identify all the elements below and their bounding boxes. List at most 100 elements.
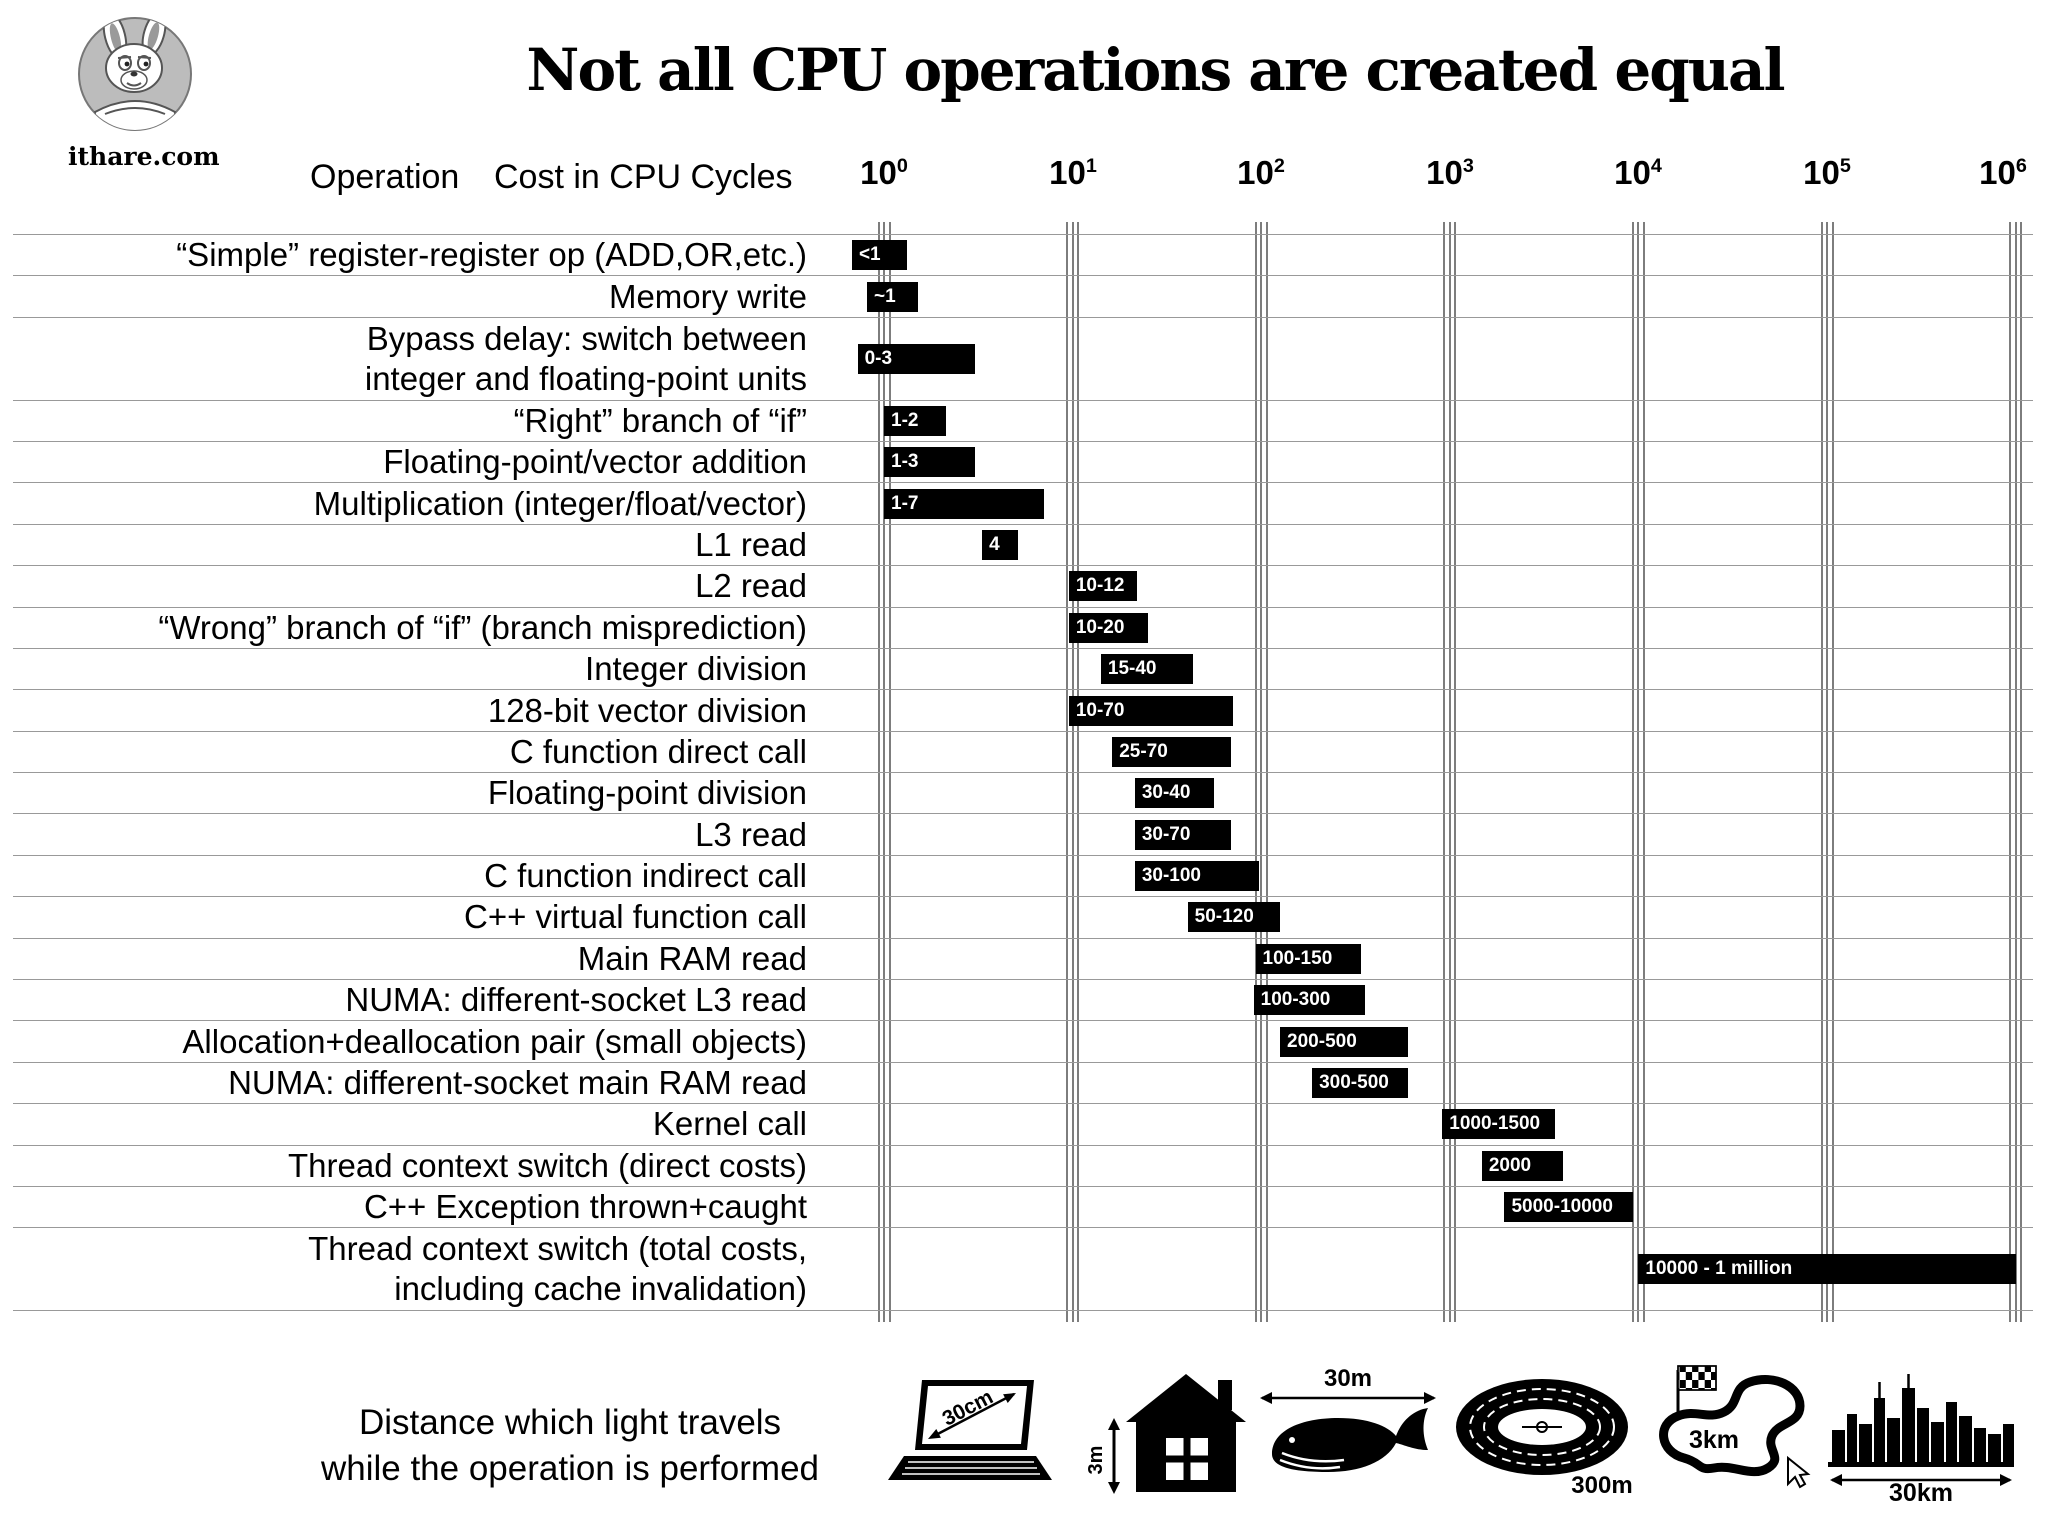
grid-line	[888, 222, 891, 1322]
grid-decade-lines	[877, 222, 891, 1322]
cost-bar: 100-300	[1253, 985, 1365, 1016]
rabbit-logo-icon	[78, 17, 192, 131]
whale-distance-label: 30m	[1324, 1368, 1372, 1392]
cost-bar: <1	[851, 240, 907, 271]
grid-line	[1265, 222, 1268, 1322]
race-track-distance-label: 3km	[1689, 1426, 1739, 1454]
row-label: “Right” branch of “if”	[513, 401, 807, 439]
cost-bar: 5000-10000	[1504, 1192, 1633, 1223]
cost-bar: 1-3	[884, 447, 975, 478]
grid-line	[1071, 222, 1074, 1322]
row-label: Main RAM read	[577, 939, 807, 977]
row-label: 128-bit vector division	[487, 691, 807, 729]
row-label: L1 read	[695, 525, 807, 563]
row-label: C function indirect call	[484, 857, 807, 895]
cost-bar: 25-70	[1112, 736, 1232, 767]
row-label: Thread context switch (total costs, inclu…	[308, 1230, 807, 1308]
cost-bar: 10-20	[1068, 612, 1149, 643]
grid-line	[1831, 222, 1834, 1322]
chart-row: NUMA: different-socket L3 read 100-300	[13, 979, 2033, 1020]
chart-row: L3 read 30-70	[13, 813, 2033, 854]
grid-line	[1820, 222, 1823, 1322]
grid-decade-lines	[1254, 222, 1268, 1322]
chart-row: C function indirect call 30-100	[13, 854, 2033, 896]
city-skyline-icon: 30km	[1828, 1374, 2014, 1507]
cost-bar: 200-500	[1280, 1026, 1409, 1057]
cost-bar: 10-70	[1068, 695, 1233, 726]
chart-row: “Right” branch of “if” 1-2	[13, 399, 2033, 441]
row-label: Bypass delay: switch between integer and …	[364, 319, 807, 397]
chart-row: NUMA: different-socket main RAM read 300-…	[13, 1061, 2033, 1103]
chart-row: Main RAM read 100-150	[13, 937, 2033, 979]
grid-decade-lines	[1443, 222, 1457, 1322]
scale-tick-label: 106	[1979, 154, 2027, 191]
grid-line	[2014, 222, 2017, 1322]
grid-line	[1637, 222, 1640, 1322]
chart-row: C++ Exception thrown+caught 5000-10000	[13, 1186, 2033, 1227]
city-distance-label: 30km	[1889, 1479, 1953, 1502]
cost-bar: 50-120	[1187, 902, 1281, 933]
site-logo: ithare.com	[68, 10, 220, 171]
grid-line	[1448, 222, 1451, 1322]
cost-bar: 10000 - 1 million	[1638, 1254, 2016, 1285]
row-label: Floating-point/vector addition	[383, 443, 807, 481]
chart-row: Bypass delay: switch between integer and …	[13, 316, 2033, 400]
site-name: ithare.com	[68, 142, 220, 171]
distance-caption-line2: while the operation is performed	[320, 1449, 820, 1488]
chart-row: Kernel call 1000-1500	[13, 1103, 2033, 1144]
grid-line	[1443, 222, 1446, 1322]
row-label: L2 read	[695, 567, 807, 605]
distance-item-stadium: 300m	[1452, 1375, 1637, 1502]
row-label: Memory write	[608, 277, 807, 315]
row-label: NUMA: different-socket L3 read	[345, 981, 807, 1019]
grid-line	[883, 222, 885, 1322]
chart-row: Thread context switch (total costs, inclu…	[13, 1227, 2033, 1310]
cost-bar: 2000	[1481, 1150, 1563, 1181]
chart-row: L2 read 10-12	[13, 565, 2033, 606]
cost-bar: 10-12	[1068, 571, 1137, 602]
grid-line	[1454, 222, 1457, 1322]
grid-line	[1826, 222, 1828, 1322]
operation-column-header: Operation	[310, 158, 460, 196]
chart-row: Floating-point/vector addition 1-3	[13, 440, 2033, 482]
laptop-icon: 30cm	[888, 1380, 1052, 1480]
distance-item-house: 3m	[1082, 1368, 1250, 1501]
row-label: C++ virtual function call	[463, 898, 807, 936]
chart-row: C function direct call 25-70	[13, 730, 2033, 772]
chart-row: “Wrong” branch of “if” (branch mispredic…	[13, 606, 2033, 648]
grid-decade-lines	[1066, 222, 1080, 1322]
cost-bar: 1000-1500	[1442, 1109, 1556, 1140]
row-label: Integer division	[585, 650, 807, 688]
distance-item-race-track: 3km	[1648, 1356, 1818, 1503]
cost-bar: 15-40	[1100, 654, 1194, 685]
cost-bar: 300-500	[1312, 1068, 1409, 1099]
cost-column-header: Cost in CPU Cycles	[494, 158, 793, 196]
grid-decade-lines	[1820, 222, 1834, 1322]
grid-line	[1077, 222, 1080, 1322]
house-icon: 3m	[1085, 1374, 1246, 1494]
distance-caption: Distance which light travels while the o…	[230, 1400, 910, 1492]
grid-line	[877, 222, 880, 1322]
grid-line	[1642, 222, 1645, 1322]
chart-row: Floating-point division 30-40	[13, 772, 2033, 813]
page-title: Not all CPU operations are created equal	[526, 36, 1785, 104]
scale-tick-label: 104	[1614, 154, 1662, 191]
rows: “Simple” register-register op (ADD,OR,et…	[13, 234, 2033, 1312]
chart-row: 128-bit vector division 10-70	[13, 689, 2033, 730]
row-label: Kernel call	[652, 1105, 807, 1143]
stadium-distance-label: 300m	[1571, 1472, 1632, 1497]
grid-line	[1631, 222, 1634, 1322]
house-distance-label: 3m	[1085, 1446, 1107, 1475]
scale-tick-label: 103	[1426, 154, 1474, 191]
grid-line	[1254, 222, 1257, 1322]
row-label: “Simple” register-register op (ADD,OR,et…	[176, 236, 807, 274]
row-label: Thread context switch (direct costs)	[287, 1146, 807, 1184]
cost-bar: 0-3	[857, 343, 975, 374]
cost-bar: 30-40	[1134, 778, 1215, 809]
chart-row: L1 read 4	[13, 523, 2033, 565]
row-label: Multiplication (integer/float/vector)	[313, 484, 807, 522]
distance-item-laptop: 30cm	[888, 1380, 1053, 1489]
chart-row: C++ virtual function call 50-120	[13, 896, 2033, 937]
scale-tick-label: 101	[1049, 154, 1097, 191]
chart-row: “Simple” register-register op (ADD,OR,et…	[13, 234, 2033, 275]
